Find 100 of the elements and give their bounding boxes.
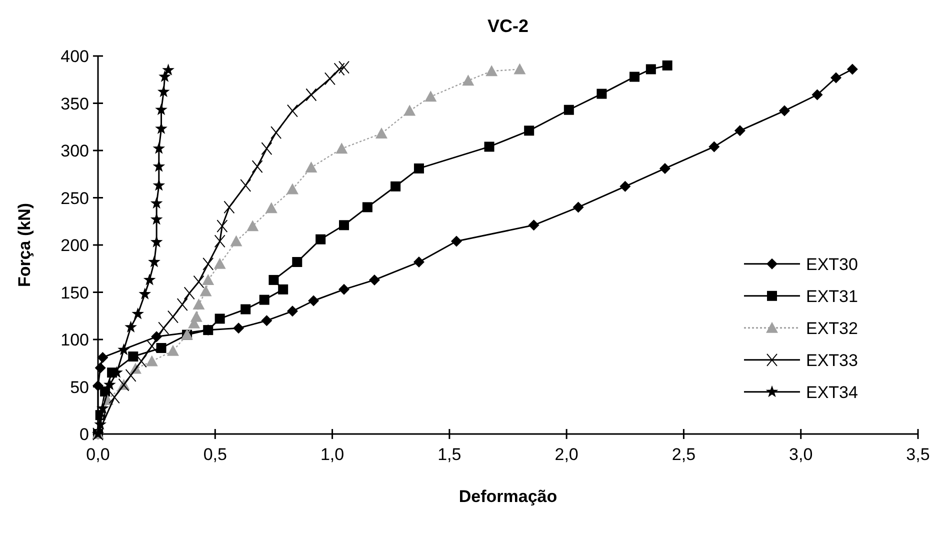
point: [233, 322, 244, 334]
point: [118, 343, 130, 356]
point: [524, 126, 534, 136]
point: [152, 178, 166, 191]
point: [270, 126, 282, 140]
point: [306, 88, 317, 102]
y-tick-label: 350: [60, 94, 89, 114]
y-tick-label: 0: [80, 425, 89, 444]
point: [528, 220, 540, 231]
point: [572, 202, 584, 213]
point: [240, 178, 252, 192]
chart-title: VC-2: [487, 16, 529, 36]
y-axis-title: Força (kN): [15, 202, 34, 288]
point: [124, 320, 137, 332]
point: [305, 162, 318, 173]
point: [192, 298, 205, 310]
point: [202, 274, 214, 285]
point: [155, 103, 168, 116]
x-tick-label: 0,5: [203, 445, 227, 464]
point: [846, 64, 858, 75]
x-tick-label: 3,5: [906, 445, 930, 464]
point: [778, 105, 790, 116]
point: [166, 344, 179, 356]
point: [200, 285, 212, 296]
point: [136, 354, 147, 368]
point: [146, 340, 158, 353]
point: [292, 257, 302, 268]
point: [158, 322, 170, 335]
point: [148, 256, 160, 268]
point: [190, 310, 202, 322]
point: [125, 368, 136, 382]
point: [708, 141, 720, 152]
point: [246, 220, 259, 232]
legend-label: EXT31: [806, 286, 858, 306]
point: [261, 142, 272, 156]
point: [96, 402, 109, 414]
point: [158, 70, 171, 82]
y-tick-label: 300: [60, 142, 89, 160]
point: [150, 236, 163, 248]
point: [812, 89, 823, 100]
point: [414, 163, 424, 174]
y-tick-label: 150: [60, 283, 89, 302]
point: [108, 390, 120, 404]
legend-label: EXT32: [806, 318, 858, 338]
point: [830, 72, 842, 84]
y-tick-label: 50: [70, 378, 89, 397]
x-tick-label: 2,5: [672, 445, 696, 464]
point: [240, 304, 251, 314]
x-tick-label: 1,0: [320, 445, 344, 464]
point: [334, 62, 345, 76]
point: [404, 104, 416, 116]
point: [338, 284, 350, 295]
point: [413, 256, 424, 268]
point: [157, 85, 170, 98]
point: [214, 234, 226, 248]
point: [214, 258, 226, 269]
point: [97, 352, 108, 363]
point: [268, 274, 279, 285]
point: [162, 64, 174, 76]
point: [104, 378, 116, 390]
point: [216, 220, 228, 233]
point: [176, 298, 188, 312]
x-tick-label: 0,0: [86, 445, 110, 464]
point: [278, 284, 288, 294]
point: [564, 104, 574, 115]
point: [203, 325, 214, 336]
point: [324, 72, 336, 86]
point: [167, 310, 178, 324]
point: [146, 355, 158, 366]
y-tick-label: 100: [60, 330, 89, 350]
point: [259, 294, 270, 305]
point: [662, 60, 672, 70]
legend-label: EXT34: [806, 382, 858, 402]
legend-label: EXT30: [806, 254, 858, 274]
point: [339, 220, 349, 230]
point: [152, 160, 166, 172]
point: [390, 181, 401, 192]
point: [143, 273, 156, 286]
point: [646, 64, 656, 74]
point: [261, 315, 272, 326]
x-tick-label: 3,0: [789, 445, 813, 464]
point: [132, 307, 144, 320]
y-tick-label: 250: [60, 188, 89, 208]
legend-label: EXT33: [806, 350, 858, 370]
point: [286, 306, 298, 317]
point: [286, 104, 298, 118]
point: [94, 362, 106, 374]
point: [620, 180, 631, 192]
point: [184, 286, 195, 300]
point: [486, 65, 498, 76]
point: [362, 202, 372, 212]
point: [734, 125, 746, 136]
point: [308, 295, 320, 306]
point: [152, 142, 166, 154]
point: [92, 380, 104, 392]
point: [265, 202, 278, 214]
x-tick-label: 1,5: [438, 445, 462, 464]
x-tick-label: 2,0: [554, 445, 578, 464]
point: [286, 183, 298, 194]
point: [128, 352, 138, 362]
